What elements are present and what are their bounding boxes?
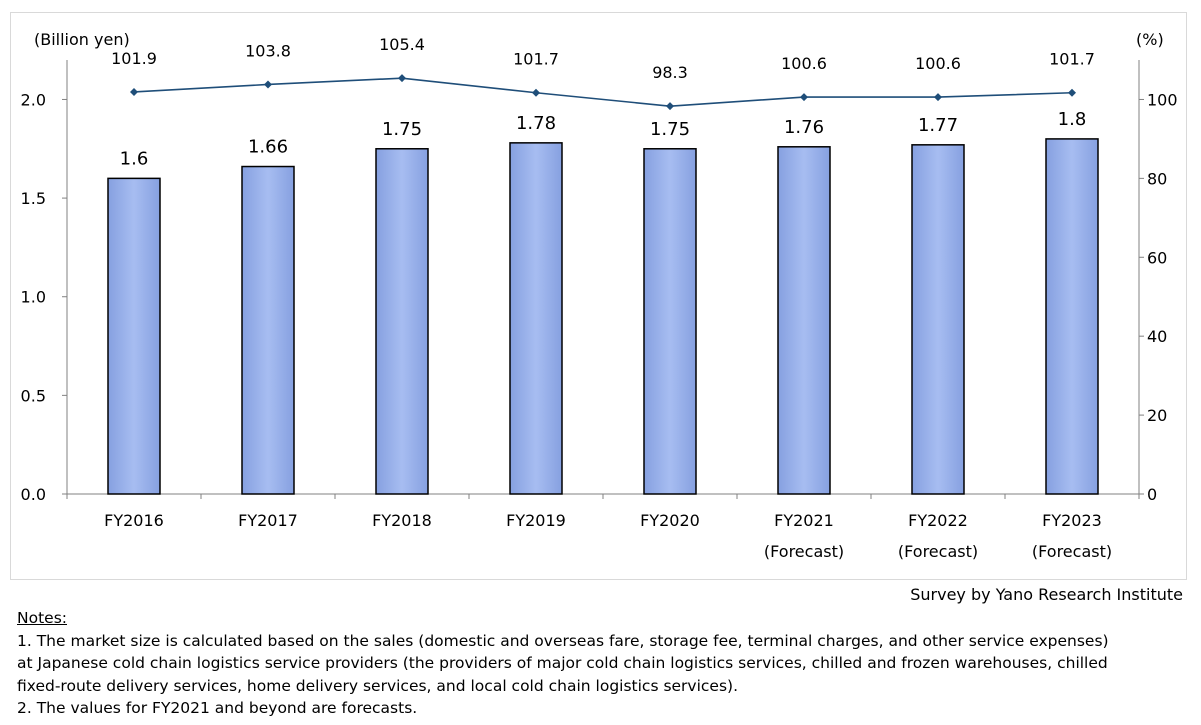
x-tick-label: FY2016 (104, 511, 164, 530)
bar-value-label: 1.76 (784, 117, 824, 138)
right-tick-label: 100 (1147, 90, 1178, 109)
bar-value-label: 1.77 (918, 115, 958, 136)
labels: 0.0 0.5 1.0 1.5 2.0 0 20 40 60 80 100 (Billion yen)… (21, 30, 1178, 561)
bar (1045, 138, 1099, 495)
line-point (532, 88, 540, 97)
left-tick-label: 0.5 (21, 386, 46, 405)
left-tick-label: 1.5 (21, 189, 46, 208)
line-point (934, 93, 942, 102)
line-point (264, 80, 272, 89)
bar-value-label: 1.75 (382, 119, 422, 140)
x-tick-label: FY2020 (640, 511, 700, 530)
bar-value-label: 1.6 (120, 148, 149, 169)
x-tick-label: (Forecast) (764, 542, 844, 561)
bar (241, 165, 295, 495)
source-credit: Survey by Yano Research Institute (910, 585, 1183, 604)
right-tick-label: 40 (1147, 327, 1167, 346)
line-value-label: 105.4 (379, 35, 425, 54)
right-tick-label: 20 (1147, 406, 1167, 425)
axes (62, 60, 1144, 499)
notes-title: Notes: (17, 609, 67, 627)
line-value-label: 101.7 (513, 50, 559, 69)
right-tick-label: 80 (1147, 169, 1167, 188)
right-axis-title: (%) (1136, 30, 1164, 49)
right-tick-label: 60 (1147, 248, 1167, 267)
note-line: 2. The values for FY2021 and beyond are … (17, 699, 418, 717)
note-line: fixed-route delivery services, home deli… (17, 676, 739, 695)
chart-frame (10, 12, 1187, 580)
line-value-label: 101.7 (1049, 50, 1095, 69)
x-tick-label: FY2023 (1042, 511, 1102, 530)
bar (911, 144, 965, 495)
bar (107, 177, 161, 495)
notes: Notes: 1. The market size is calculated … (17, 607, 1197, 720)
left-tick-label: 2.0 (21, 90, 46, 109)
bar-value-label: 1.8 (1058, 109, 1087, 130)
x-tick-label: FY2019 (506, 511, 566, 530)
bar (375, 148, 429, 495)
note-line: at Japanese cold chain logistics service… (17, 654, 1108, 672)
line-point (1068, 88, 1076, 97)
bar (777, 146, 831, 495)
line-series (130, 74, 1076, 111)
bars (107, 138, 1099, 495)
left-axis-title: (Billion yen) (34, 30, 130, 49)
line-value-label: 100.6 (915, 54, 961, 73)
line-path (133, 77, 1073, 107)
bar (509, 142, 563, 495)
left-tick-label: 0.0 (21, 485, 46, 504)
line-value-label: 103.8 (245, 41, 291, 60)
x-tick-label: FY2017 (238, 511, 298, 530)
bar (643, 148, 697, 495)
line-value-label: 100.6 (781, 54, 827, 73)
right-tick-label: 0 (1147, 485, 1157, 504)
left-tick-label: 1.0 (21, 288, 46, 307)
x-tick-label: (Forecast) (898, 542, 978, 561)
x-tick-label: FY2021 (774, 511, 834, 530)
line-point (666, 102, 674, 111)
bar-value-label: 1.66 (248, 137, 288, 158)
x-tick-label: (Forecast) (1032, 542, 1112, 561)
bar-value-label: 1.78 (516, 113, 556, 134)
line-point (398, 74, 406, 83)
x-tick-label: FY2022 (908, 511, 968, 530)
line-point (130, 87, 138, 96)
line-value-label: 101.9 (111, 49, 157, 68)
line-value-label: 98.3 (652, 63, 688, 82)
chart: 0.0 0.5 1.0 1.5 2.0 0 20 40 60 80 100 (Billion yen)… (21, 30, 1178, 561)
x-tick-label: FY2018 (372, 511, 432, 530)
line-point (800, 93, 808, 102)
note-line: 1. The market size is calculated based o… (17, 631, 1109, 650)
bar-value-label: 1.75 (650, 119, 690, 140)
